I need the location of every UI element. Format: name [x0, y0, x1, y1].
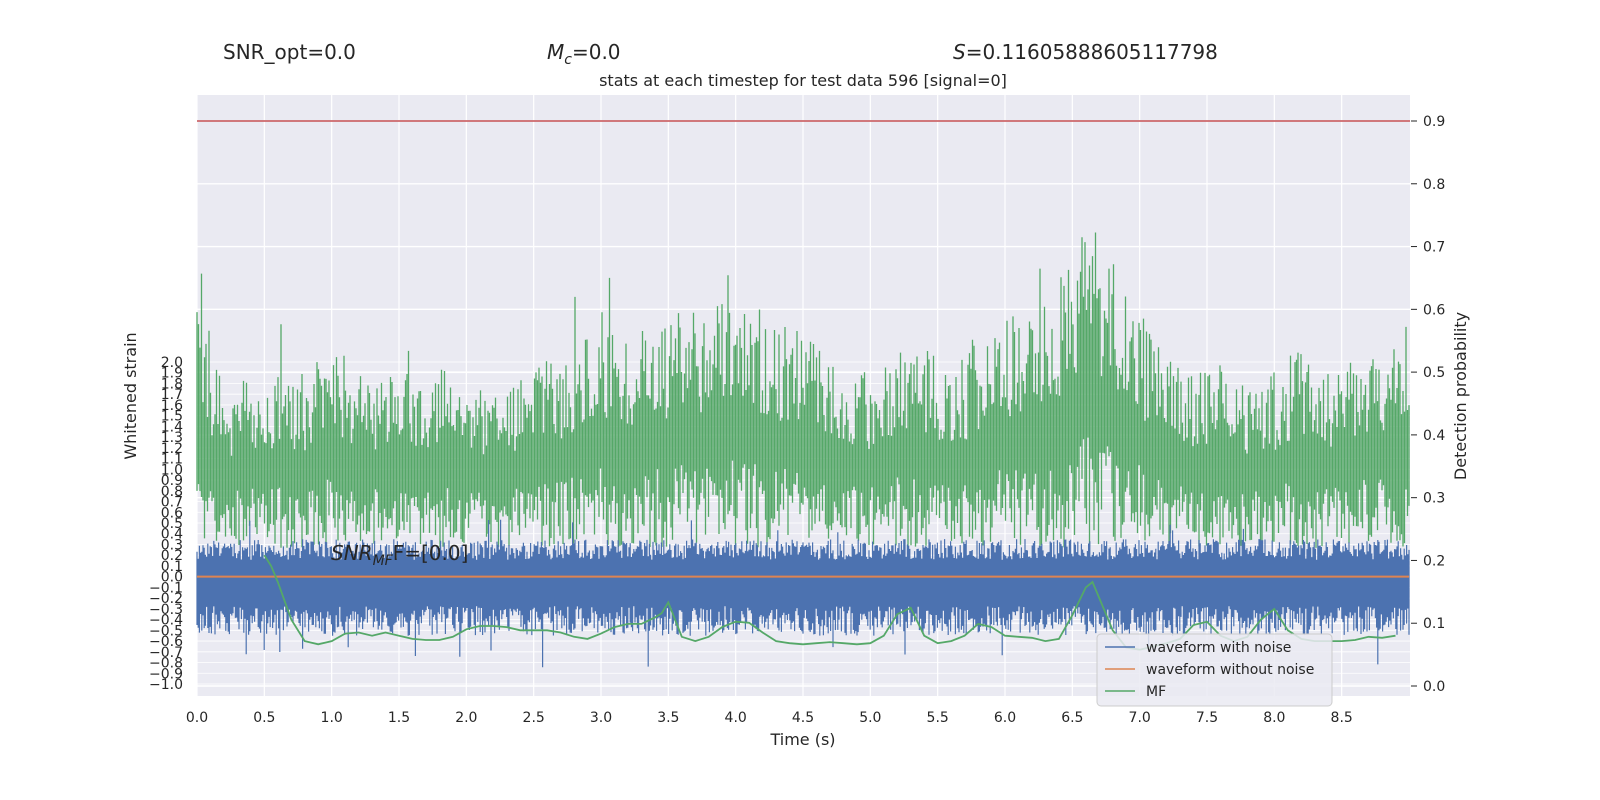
- left-tick-label: 1.6: [161, 398, 183, 414]
- left-tick-label: 1.5: [161, 409, 183, 425]
- left-tick-label: 1.8: [161, 376, 183, 392]
- right-tick-label: 0.7: [1423, 240, 1445, 256]
- x-tick-label: 6.0: [994, 710, 1016, 726]
- x-tick-label: 8.5: [1331, 710, 1353, 726]
- right-tick-label: 0.6: [1423, 302, 1445, 318]
- x-tick-label: 4.5: [792, 710, 814, 726]
- legend-box: [1096, 633, 1333, 707]
- left-tick-label: 1.4: [161, 419, 183, 435]
- right-tick-label: 0.5: [1423, 365, 1445, 381]
- left-tick-label: 0.9: [161, 473, 183, 489]
- left-tick-label: −1.0: [149, 677, 183, 693]
- left-tick-label: 0.0: [161, 570, 183, 586]
- left-tick-label: 0.7: [161, 495, 183, 511]
- right-tick-label: 0.3: [1423, 491, 1445, 507]
- x-tick-label: 8.0: [1263, 710, 1285, 726]
- left-tick-label: 0.1: [161, 559, 183, 575]
- chirp-mass-label: Mc=0.0: [547, 40, 621, 68]
- x-tick-label: 5.0: [859, 710, 881, 726]
- legend: waveform with noise waveform without noi…: [1096, 633, 1333, 707]
- mf-series-line: [263, 554, 1396, 651]
- left-tick-label: −0.8: [149, 656, 183, 672]
- left-tick-label: 0.5: [161, 516, 183, 532]
- x-tick-label: 7.0: [1129, 710, 1151, 726]
- left-tick-label: −0.1: [149, 580, 183, 596]
- chart-title: stats at each timestep for test data 596…: [599, 71, 1007, 90]
- left-tick-label: 0.8: [161, 484, 183, 500]
- x-tick-label: 1.5: [388, 710, 410, 726]
- left-tick-label: 0.2: [161, 548, 183, 564]
- right-tick-label: 0.8: [1423, 177, 1445, 193]
- left-tick-label: 2.0: [161, 355, 183, 371]
- x-tick-label: 5.5: [927, 710, 949, 726]
- x-tick-label: 2.0: [455, 710, 477, 726]
- left-tick-label: 1.9: [161, 366, 183, 382]
- left-tick-label: 1.7: [161, 387, 183, 403]
- left-tick-label: 1.3: [161, 430, 183, 446]
- left-tick-label: −0.5: [149, 623, 183, 639]
- left-tick-label: −0.9: [149, 666, 183, 682]
- x-tick-label: 1.0: [321, 710, 343, 726]
- left-tick-label: 0.4: [161, 527, 183, 543]
- x-tick-label: 0.5: [253, 710, 275, 726]
- x-tick-label: 3.5: [657, 710, 679, 726]
- x-tick-label: 0.0: [186, 710, 208, 726]
- left-tick-label: −0.3: [149, 602, 183, 618]
- legend-item-clean: waveform without noise: [1146, 662, 1314, 678]
- left-tick-label: −0.7: [149, 645, 183, 661]
- x-tick-label: 6.5: [1061, 710, 1083, 726]
- legend-item-mf: MF: [1146, 684, 1166, 700]
- x-tick-label: 4.0: [725, 710, 747, 726]
- left-tick-label: 1.1: [161, 452, 183, 468]
- waveform-with-noise-series: [196, 519, 1410, 668]
- snr-opt-label: SNR_opt=0.0: [223, 40, 356, 64]
- legend-item-noise: waveform with noise: [1146, 640, 1291, 656]
- left-tick-label: −0.6: [149, 634, 183, 650]
- probability-trace: [196, 232, 1410, 548]
- left-tick-label: −0.4: [149, 613, 183, 629]
- x-tick-label: 7.5: [1196, 710, 1218, 726]
- left-tick-label: 0.6: [161, 505, 183, 521]
- right-tick-label: 0.0: [1423, 679, 1445, 695]
- right-tick-label: 0.1: [1423, 616, 1445, 632]
- left-axis-ticks: −1.0−0.9−0.8−0.7−0.6−0.5−0.4−0.3−0.2−0.1…: [149, 355, 183, 693]
- x-axis-ticks: 0.0 0.5 1.0 1.5 2.0 2.5 3.0 3.5 4.0 4.5 5.0 5.5 6.0 6…: [186, 710, 1353, 726]
- noise-trace: [196, 519, 1410, 668]
- left-tick-label: −0.2: [149, 591, 183, 607]
- x-tick-label: 2.5: [523, 710, 545, 726]
- left-tick-label: 1.0: [161, 462, 183, 478]
- left-tick-label: 1.2: [161, 441, 183, 457]
- right-axis-ticks: 0.0 0.1 0.2 0.3 0.4 0.5 0.6 0.7 0.8 0.9: [1411, 114, 1445, 695]
- right-tick-label: 0.4: [1423, 428, 1445, 444]
- detection-probability-series: [196, 232, 1410, 548]
- s-stat-label: S=0.11605888605117798: [953, 40, 1218, 64]
- x-axis-label: Time (s): [769, 730, 835, 749]
- left-tick-label: 0.3: [161, 537, 183, 553]
- left-axis-label: Whitened strain: [121, 332, 140, 459]
- snr-mf-annotation: SNRMFF=[0.0]: [331, 541, 468, 569]
- right-axis-label: Detection probability: [1451, 312, 1470, 480]
- right-tick-label: 0.2: [1423, 553, 1445, 569]
- right-tick-label: 0.9: [1423, 114, 1445, 130]
- x-tick-label: 3.0: [590, 710, 612, 726]
